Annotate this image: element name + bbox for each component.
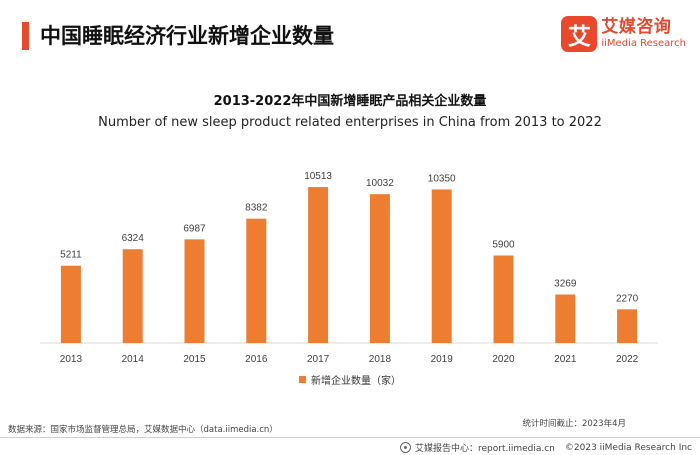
bar-2019 xyxy=(431,189,452,343)
bar-2016 xyxy=(246,218,267,343)
data-label-2017: 10513 xyxy=(304,171,332,182)
data-label-2021: 3269 xyxy=(554,279,577,290)
x-tick-2020: 2020 xyxy=(492,354,515,365)
stat-date-note: 统计时间截止：2023年4月 xyxy=(522,419,626,429)
bar-2015 xyxy=(184,239,205,343)
bar-2021 xyxy=(555,294,576,343)
copyright-text: ©2023 iiMedia Research Inc xyxy=(564,442,692,453)
report-center-link[interactable]: 艾媒报告中心：report.iimedia.cn xyxy=(414,444,555,454)
bar-2013 xyxy=(60,265,81,343)
x-tick-2017: 2017 xyxy=(307,354,330,365)
bar-2017 xyxy=(308,187,329,343)
chart-legend: 新增企业数量（家） xyxy=(0,372,700,387)
data-label-2016: 8382 xyxy=(245,203,268,214)
bar-2022 xyxy=(617,309,638,343)
data-label-2019: 10350 xyxy=(428,173,456,184)
x-tick-2021: 2021 xyxy=(554,354,577,365)
data-label-2018: 10032 xyxy=(366,178,394,189)
data-label-2014: 6324 xyxy=(122,233,145,244)
bar-2018 xyxy=(369,194,390,343)
x-tick-2015: 2015 xyxy=(183,354,206,365)
chart-title: 2013-2022年中国新增睡眠产品相关企业数量 xyxy=(213,94,487,109)
brand-mark-icon: 艾 xyxy=(561,16,598,52)
brand-name-cn: 艾媒咨询 xyxy=(601,17,672,37)
brand-text: 艾媒咨询 iiMedia Research xyxy=(601,19,686,49)
legend-label: 新增企业数量（家） xyxy=(311,376,401,387)
data-label-2013: 5211 xyxy=(60,250,82,261)
x-tick-2014: 2014 xyxy=(122,354,145,365)
footer-divider xyxy=(0,437,700,438)
title-accent-bar xyxy=(22,22,29,50)
x-tick-2018: 2018 xyxy=(369,354,392,365)
brand-logo: 艾 艾媒咨询 iiMedia Research xyxy=(561,16,686,52)
bar-2014 xyxy=(122,249,143,343)
x-tick-2022: 2022 xyxy=(616,354,639,365)
legend-swatch xyxy=(299,376,306,383)
x-tick-2019: 2019 xyxy=(431,354,454,365)
report-center-icon xyxy=(399,442,411,453)
data-label-2022: 2270 xyxy=(616,293,639,304)
footer-strip: 艾媒报告中心：report.iimedia.cn ©2023 iiMedia R… xyxy=(399,441,692,454)
data-label-2015: 6987 xyxy=(183,223,206,234)
bar-2020 xyxy=(493,255,514,343)
data-source-note: 数据来源：国家市场监督管理总局，艾媒数据中心（data.iimedia.cn） xyxy=(8,425,278,435)
x-tick-2016: 2016 xyxy=(245,354,268,365)
x-tick-2013: 2013 xyxy=(60,354,83,365)
chart-subtitle: Number of new sleep product related ente… xyxy=(98,115,602,130)
data-label-2020: 5900 xyxy=(492,239,515,250)
brand-name-en: iiMedia Research xyxy=(601,38,686,49)
page-title: 中国睡眠经济行业新增企业数量 xyxy=(40,24,334,48)
